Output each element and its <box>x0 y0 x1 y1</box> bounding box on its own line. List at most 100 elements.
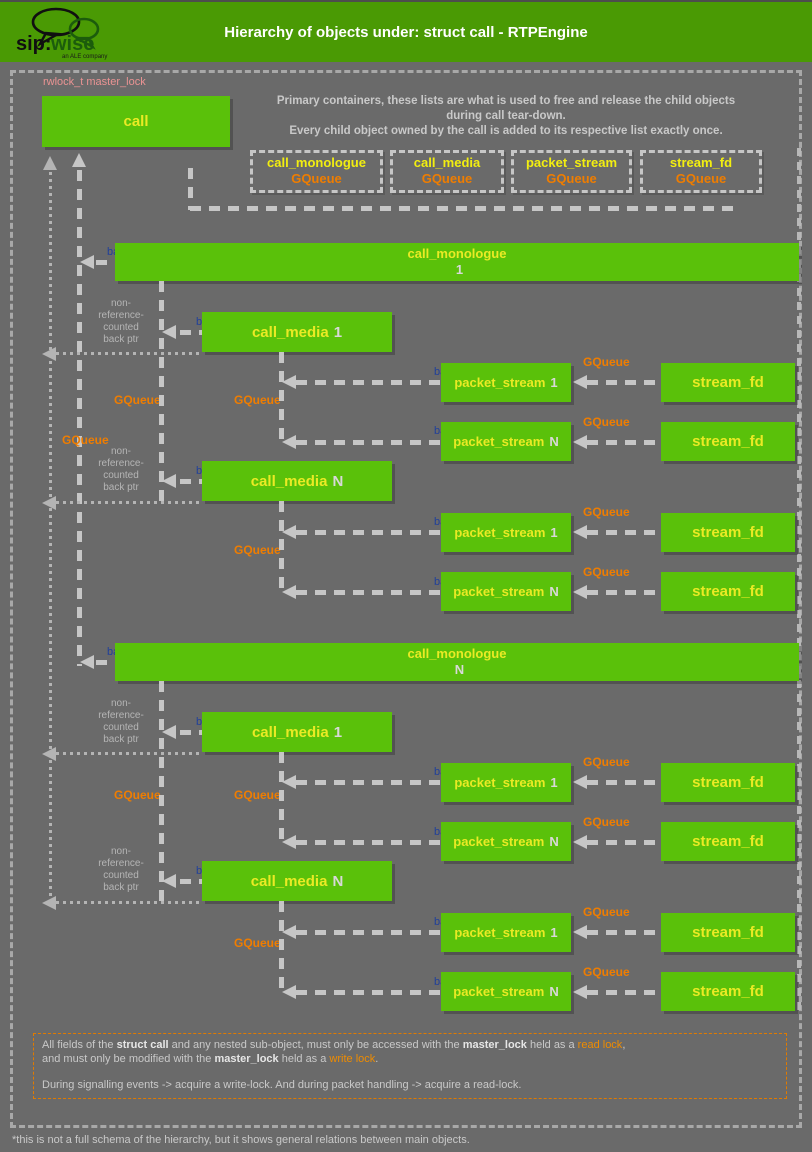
box-index: N <box>549 434 559 449</box>
gqueue-label: GQueue <box>114 393 161 407</box>
container-queue: GQueue <box>421 171 473 186</box>
media1-gqueue-line <box>279 352 284 445</box>
back-ptr-dash <box>180 479 202 484</box>
packet-stream-box: packet_stream N <box>441 572 571 611</box>
box-index: 1 <box>550 775 558 790</box>
back-ptr-dash <box>296 530 441 535</box>
arrow-left-icon <box>573 525 587 539</box>
box-name: packet_stream <box>454 375 546 390</box>
box-index: N <box>549 984 559 999</box>
container-queue: GQueue <box>291 171 342 186</box>
call-media-1-box: call_media 1 <box>202 712 392 752</box>
stream-gqueue-dash <box>587 930 661 935</box>
box-name: stream_fd <box>692 833 764 850</box>
stream-fd-box: stream_fd <box>661 363 795 402</box>
gqueue-label: GQueue <box>583 505 630 519</box>
packet-stream-box: packet_stream N <box>441 972 571 1011</box>
box-index: 1 <box>550 525 558 540</box>
footnote: *this is not a full schema of the hierar… <box>12 1134 470 1146</box>
box-name: stream_fd <box>692 774 764 791</box>
arrow-left-dotted-icon <box>42 747 56 761</box>
stream-fd-box: stream_fd <box>661 822 795 861</box>
stream-gqueue-dash <box>587 990 661 995</box>
nonref-dotted-line <box>56 752 202 755</box>
nonref-label: non- reference- counted back ptr <box>98 298 144 345</box>
gqueue-label: GQueue <box>583 415 630 429</box>
gqueue-label: GQueue <box>234 788 281 802</box>
arrow-left-icon <box>573 985 587 999</box>
call-media-n-box: call_media N <box>202 861 392 901</box>
note-line-2: and must only be modified with the maste… <box>42 1052 379 1065</box>
mediaN-gqueue-line <box>279 501 284 595</box>
nonref-dotted-line <box>56 501 202 504</box>
gqueue-label: GQueue <box>234 393 281 407</box>
packet-stream-box: packet_stream 1 <box>441 513 571 552</box>
call-monologue-1-box: call_monologue 1 <box>115 243 799 281</box>
back-ptr-dash <box>296 590 441 595</box>
container-queue: GQueue <box>546 171 597 186</box>
media1-gqueue-line <box>279 752 284 845</box>
call-gqueue-line <box>77 170 82 666</box>
group-connector-vertical <box>188 168 193 210</box>
intro-line-1: Primary containers, these lists are what… <box>276 95 736 107</box>
gqueue-label: GQueue <box>583 815 630 829</box>
gqueue-label: GQueue <box>583 355 630 369</box>
monologueN-gqueue-line <box>159 681 164 905</box>
box-name: packet_stream <box>453 984 545 999</box>
packet-stream-box: packet_stream 1 <box>441 913 571 952</box>
arrow-left-icon <box>162 474 176 488</box>
box-index: 1 <box>333 323 343 341</box>
arrow-left-icon <box>573 835 587 849</box>
box-index: 1 <box>550 925 558 940</box>
note-line-3: During signalling events -> acquire a wr… <box>42 1079 522 1091</box>
box-name: call_monologue <box>407 246 507 261</box>
nonref-label: non- reference- counted back ptr <box>98 446 144 493</box>
stream-fd-box: stream_fd <box>661 513 795 552</box>
stream-gqueue-dash <box>587 780 661 785</box>
arrow-left-icon <box>282 775 296 789</box>
box-name: packet_stream <box>453 834 545 849</box>
arrow-left-icon <box>162 874 176 888</box>
arrow-left-icon <box>573 435 587 449</box>
container-stream-fd: stream_fd GQueue <box>640 150 762 193</box>
gqueue-label: GQueue <box>583 755 630 769</box>
logo-sip-text: sip: <box>16 33 52 55</box>
gqueue-label: GQueue <box>234 543 281 557</box>
box-name: stream_fd <box>692 524 764 541</box>
packet-stream-box: packet_stream N <box>441 422 571 461</box>
box-name: stream_fd <box>692 983 764 1000</box>
packet-stream-box: packet_stream 1 <box>441 763 571 802</box>
intro-line-2: during call tear-down. <box>446 110 566 122</box>
box-index: N <box>454 662 465 677</box>
nonref-backptr-line <box>49 172 52 901</box>
container-packet-stream: packet_stream GQueue <box>511 150 632 193</box>
container-call-monologue: call_monologue GQueue <box>250 150 383 193</box>
call-media-1-box: call_media 1 <box>202 312 392 352</box>
arrow-left-dotted-icon <box>42 496 56 510</box>
arrow-left-icon <box>80 255 94 269</box>
back-ptr-dash <box>96 260 114 265</box>
arrow-left-icon <box>282 835 296 849</box>
sipwise-logo: sip: wise an ALE company <box>14 6 134 65</box>
stream-fd-box: stream_fd <box>661 913 795 952</box>
box-name: packet_stream <box>453 584 545 599</box>
packet-stream-box: packet_stream N <box>441 822 571 861</box>
box-name: packet_stream <box>454 775 546 790</box>
nonref-label: non- reference- counted back ptr <box>98 846 144 893</box>
box-index: N <box>549 584 559 599</box>
container-name: call_media <box>413 155 481 170</box>
arrow-left-icon <box>573 775 587 789</box>
arrow-left-icon <box>282 435 296 449</box>
mediaN-gqueue-line <box>279 901 284 995</box>
box-name: call_media <box>250 872 328 890</box>
back-ptr-dash <box>296 990 441 995</box>
box-name: call_media <box>251 323 329 341</box>
back-ptr-dash <box>296 380 441 385</box>
back-ptr-dash <box>180 879 202 884</box>
arrow-left-icon <box>80 655 94 669</box>
lock-note-box: All fields of the struct call and any ne… <box>33 1033 787 1099</box>
nonref-dotted-line <box>56 352 202 355</box>
box-name: call_monologue <box>407 646 507 661</box>
box-name: packet_stream <box>453 434 545 449</box>
call-box-label: call <box>123 113 149 130</box>
